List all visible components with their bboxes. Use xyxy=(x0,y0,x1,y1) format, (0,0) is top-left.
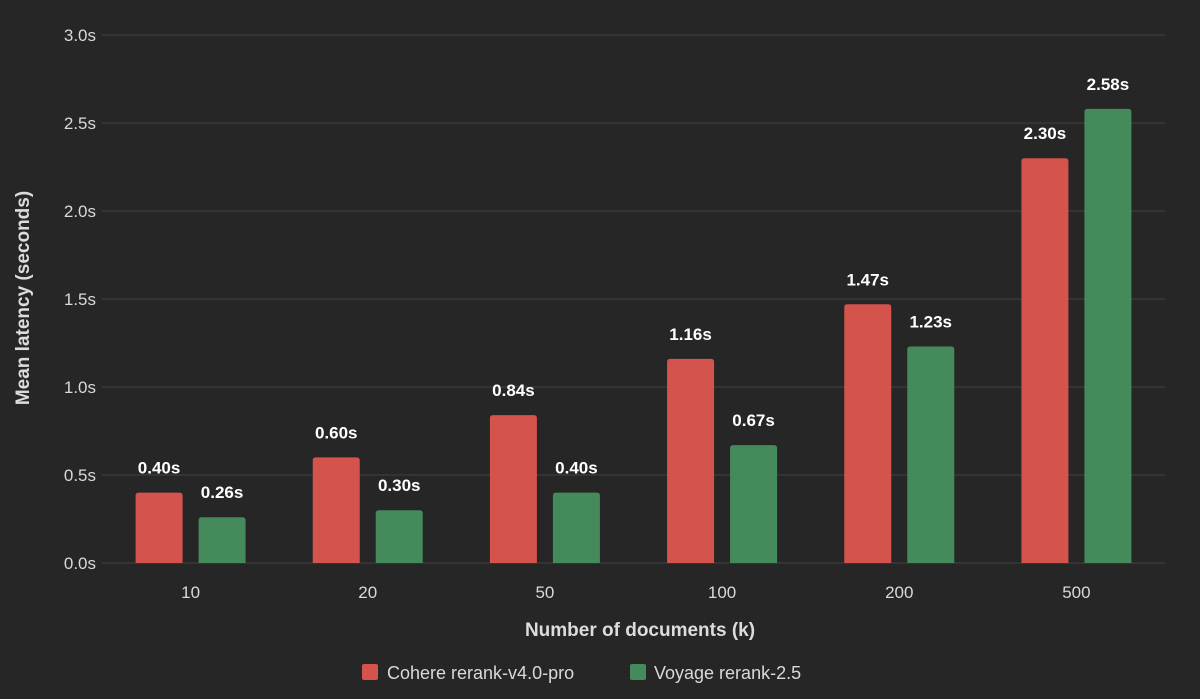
bar-series-1-500 xyxy=(1084,108,1132,564)
y-axis-ticks: 0.0s 0.5s 1.0s 1.5s 2.0s 2.5s 3.0s xyxy=(64,26,96,573)
x-tick-label: 20 xyxy=(358,583,377,602)
x-tick-label: 500 xyxy=(1062,583,1090,602)
y-axis-title: Mean latency (seconds) xyxy=(13,191,34,405)
bar-series-1-50 xyxy=(552,492,600,563)
data-label: 1.47s xyxy=(846,270,889,289)
x-tick-label: 10 xyxy=(181,583,200,602)
bar-series-1-100 xyxy=(730,445,778,563)
bar-series-0-20 xyxy=(312,457,360,563)
y-tick-label: 2.0s xyxy=(64,202,96,221)
bar-series-0-50 xyxy=(489,415,537,563)
data-label: 0.26s xyxy=(201,483,244,502)
data-label: 0.60s xyxy=(315,423,358,442)
data-label: 2.30s xyxy=(1024,124,1067,143)
x-tick-label: 50 xyxy=(535,583,554,602)
x-axis-ticks: 10 20 50 100 200 500 xyxy=(181,583,1090,602)
y-tick-label: 0.5s xyxy=(64,466,96,485)
bar-series-0-10 xyxy=(135,492,183,563)
y-tick-label: 2.5s xyxy=(64,114,96,133)
bars xyxy=(135,108,1132,564)
bar-series-1-20 xyxy=(375,510,423,563)
data-label: 0.67s xyxy=(732,411,775,430)
y-tick-label: 1.5s xyxy=(64,290,96,309)
x-tick-label: 100 xyxy=(708,583,736,602)
bar-series-1-10 xyxy=(198,517,246,563)
y-tick-label: 0.0s xyxy=(64,554,96,573)
data-label: 0.84s xyxy=(492,381,535,400)
grid-lines xyxy=(102,34,1165,564)
y-tick-label: 3.0s xyxy=(64,26,96,45)
bar-series-0-100 xyxy=(667,358,715,563)
legend-swatch-1 xyxy=(630,664,646,680)
legend-swatch-0 xyxy=(362,664,378,680)
data-label: 0.40s xyxy=(138,459,181,478)
x-axis-title: Number of documents (k) xyxy=(525,620,755,641)
data-label: 1.23s xyxy=(909,313,952,332)
data-label: 0.30s xyxy=(378,476,421,495)
data-label: 0.40s xyxy=(555,459,598,478)
legend-label-1: Voyage rerank-2.5 xyxy=(654,663,801,683)
data-label: 2.58s xyxy=(1087,75,1130,94)
legend: Cohere rerank-v4.0-pro Voyage rerank-2.5 xyxy=(362,663,801,683)
x-tick-label: 200 xyxy=(885,583,913,602)
bar-series-0-500 xyxy=(1021,158,1069,563)
bar-series-1-200 xyxy=(907,346,955,563)
legend-label-0: Cohere rerank-v4.0-pro xyxy=(387,663,574,683)
data-label: 1.16s xyxy=(669,325,712,344)
bar-series-0-200 xyxy=(844,304,892,563)
y-tick-label: 1.0s xyxy=(64,378,96,397)
data-labels: 0.40s 0.26s 0.60s 0.30s 0.84s 0.40s 1.16s 0.67s… xyxy=(138,75,1129,502)
